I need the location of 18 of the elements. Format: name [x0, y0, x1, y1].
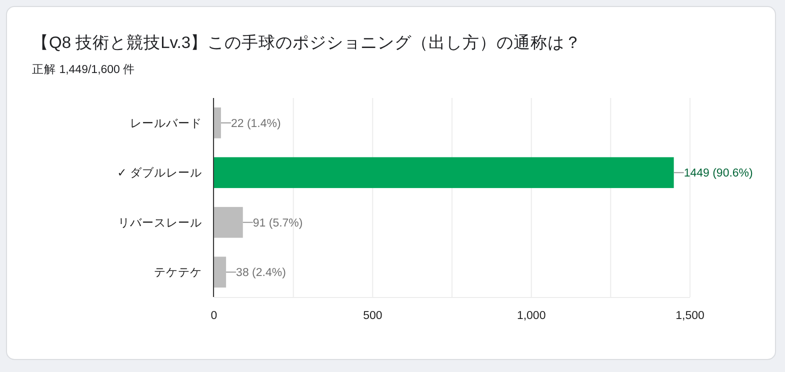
bar [214, 256, 226, 288]
data-label: 22 (1.4%) [230, 118, 282, 130]
bar [214, 157, 674, 188]
bar [214, 206, 243, 238]
y-tick-label: レールバード [130, 118, 202, 130]
x-tick-label: 500 [363, 310, 382, 322]
x-tick-label: 0 [210, 310, 218, 322]
x-tick-label: 1,500 [676, 310, 704, 322]
data-label: 1449 (90.6%) [684, 168, 754, 180]
data-label: 91 (5.7%) [252, 217, 303, 230]
data-label: 38 (2.4%) [236, 267, 286, 280]
chart-title: 【Q8 技術と競技Lv.3】この手球のポジショニング（出し方）の通称は？ [32, 33, 582, 52]
y-tick-label: テケテケ [154, 267, 202, 280]
text: 正解 1,449/1,600 件 [32, 63, 136, 76]
y-tick-label: ✓ ダブルレール [117, 166, 202, 180]
bar [214, 107, 221, 138]
y-tick-label: リバースレール [118, 217, 202, 230]
x-tick-label: 1,000 [516, 310, 546, 322]
